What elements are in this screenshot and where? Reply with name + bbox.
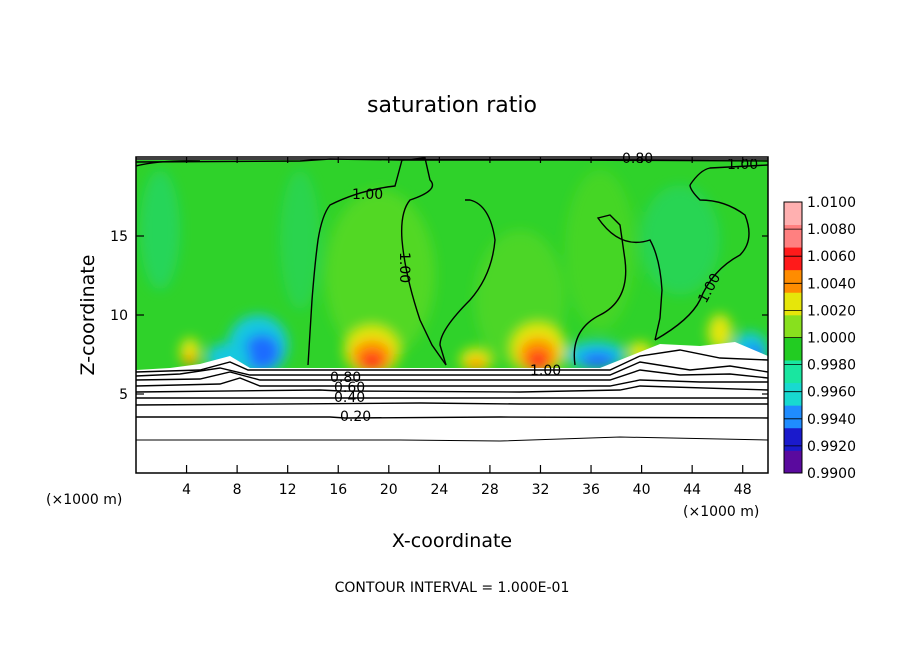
- colorbar-swatch: [784, 247, 802, 271]
- x-tick-label: 24: [430, 482, 448, 498]
- chart-title: saturation ratio: [367, 93, 537, 118]
- x-axis-ticks: 4 8 12 16 20 24 28 32 36 40 44 48: [182, 157, 752, 498]
- colorbar-swatch: [784, 292, 802, 316]
- x-tick-label: 48: [734, 482, 752, 498]
- colorbar-tick-label: 0.9940: [807, 412, 856, 428]
- colorbar-swatch: [784, 450, 802, 474]
- field-shading: [140, 170, 768, 375]
- colorbar-swatch: [784, 405, 802, 429]
- colorbar-tick-label: 1.0100: [807, 195, 856, 211]
- contour-label: 0.80: [622, 151, 653, 167]
- colorbar-tick-label: 0.9980: [807, 358, 856, 374]
- contour-interval-note: CONTOUR INTERVAL = 1.000E-01: [335, 580, 570, 596]
- x-unit-right-label: (×1000 m): [683, 504, 759, 520]
- colorbar-tick-label: 0.9900: [807, 466, 856, 482]
- x-tick-label: 12: [279, 482, 297, 498]
- y-tick-label: 10: [110, 308, 128, 324]
- x-tick-label: 32: [532, 482, 550, 498]
- x-tick-label: 28: [481, 482, 499, 498]
- colorbar-swatch: [784, 202, 802, 225]
- contour-label: 1.00: [530, 363, 561, 379]
- x-tick-label: 16: [329, 482, 347, 498]
- contour-label: 1.00: [396, 252, 412, 283]
- x-tick-label: 4: [182, 482, 191, 498]
- y-axis-label: Z-coordinate: [77, 255, 99, 376]
- colorbar-swatch: [784, 269, 802, 293]
- colorbar-swatch: [784, 360, 802, 384]
- colorbar-tick-label: 1.0080: [807, 222, 856, 238]
- colorbar-swatch: [784, 314, 802, 338]
- colorbar-tick-label: 1.0060: [807, 249, 856, 265]
- colorbar-tick-label: 1.0020: [807, 303, 856, 319]
- contour-label: 1.00: [352, 187, 383, 203]
- x-unit-left-label: (×1000 m): [46, 492, 122, 508]
- x-tick-label: 20: [380, 482, 398, 498]
- contour-label: 0.40: [334, 390, 365, 406]
- contour-label: 1.00: [727, 157, 758, 173]
- y-axis-ticks: 5 10 15: [110, 229, 768, 403]
- colorbar-swatch: [784, 427, 802, 451]
- colorbar-tick-label: 0.9960: [807, 385, 856, 401]
- colorbar-swatch: [784, 224, 802, 248]
- contour-lines: [136, 157, 768, 442]
- colorbar: 0.9900 0.9920 0.9940 0.9960 0.9980 1.0000 1.00…: [783, 195, 856, 482]
- y-tick-label: 5: [119, 387, 128, 403]
- colorbar-tick-label: 1.0040: [807, 276, 856, 292]
- colorbar-swatch: [784, 337, 802, 361]
- contour-label: 0.60: [334, 380, 365, 396]
- saturation-field: [136, 157, 768, 473]
- x-tick-label: 40: [633, 482, 651, 498]
- x-tick-label: 44: [683, 482, 701, 498]
- x-axis-label: X-coordinate: [392, 530, 512, 552]
- colorbar-tick-label: 0.9920: [807, 439, 856, 455]
- contour-label-group: 0.80 1.00 1.00 1.00 1.00 1.00 0.80 0.60 …: [330, 151, 758, 425]
- x-tick-label: 36: [582, 482, 600, 498]
- colorbar-tick-label: 1.0000: [807, 331, 856, 347]
- contour-label: 0.20: [340, 409, 371, 425]
- y-tick-label: 15: [110, 229, 128, 245]
- colorbar-swatch: [784, 382, 802, 406]
- contour-label: 0.80: [330, 370, 361, 386]
- x-tick-label: 8: [233, 482, 242, 498]
